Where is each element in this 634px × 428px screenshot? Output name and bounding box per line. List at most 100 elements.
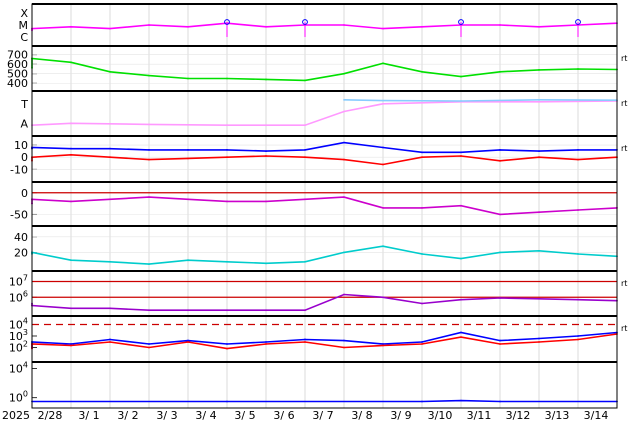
imf-point-0-10 [382, 146, 384, 149]
proton-point-0-11 [421, 341, 423, 343]
flare-event-marker-1 [302, 19, 308, 25]
dst-tick-1: 0 [21, 187, 28, 200]
x-tick-label-11: 3/11 [467, 409, 492, 422]
ae-point-0-6 [226, 260, 228, 263]
speed-tick-3: 700 [7, 49, 28, 62]
electron-point-0-10 [382, 296, 384, 299]
proton-point-1-9 [343, 346, 345, 349]
electron-point-0-8 [304, 309, 306, 312]
lower-series-0 [32, 399, 617, 403]
imf-point-0-6 [226, 149, 228, 151]
speed-point-0-5 [187, 77, 189, 80]
sector-frame [31, 90, 618, 137]
imf-point-1-9 [343, 158, 345, 161]
imf-series-1 [31, 153, 618, 166]
dst-point-0-15 [577, 209, 579, 211]
sector-side-label: rt [621, 99, 627, 108]
speed-point-0-3 [109, 70, 111, 73]
speed-tick-2: 600 [7, 58, 28, 71]
proton-point-0-15 [577, 335, 579, 337]
x-tick-label-14: 3/14 [584, 409, 609, 422]
flare-point-0-14 [538, 25, 540, 28]
x-axis-year-label: 2025 [2, 409, 30, 422]
flare-point-0-5 [187, 25, 189, 28]
x-tick-label-0: 2/28 [38, 409, 63, 422]
x-tick-label-13: 3/13 [545, 409, 570, 422]
proton-point-1-11 [421, 343, 423, 345]
flare-point-0-11 [421, 25, 423, 28]
speed-point-0-14 [538, 69, 540, 71]
speed-point-0-11 [421, 70, 423, 73]
imf-point-0-2 [70, 147, 72, 150]
ae-point-0-4 [148, 263, 150, 265]
flare-point-0-2 [70, 25, 72, 28]
imf-point-0-13 [499, 149, 501, 151]
x-tick-label-8: 3/ 8 [351, 409, 372, 422]
imf-point-0-9 [343, 141, 345, 144]
ae-tick-1: 40 [14, 231, 28, 244]
imf-point-0-3 [109, 147, 111, 150]
x-tick-label-5: 3/ 5 [234, 409, 255, 422]
dst-series-0 [31, 196, 618, 216]
speed-frame [31, 45, 618, 92]
electron-point-0-12 [460, 298, 462, 301]
electron-point-0-13 [499, 297, 501, 299]
lower-tick-1: 104 [9, 360, 28, 375]
sector-point-0-4 [304, 124, 306, 127]
flare-point-0-9 [343, 24, 345, 26]
imf-point-1-15 [577, 158, 579, 161]
electron-tick-1: 107 [9, 274, 28, 289]
proton-tick-0: 102 [9, 339, 28, 354]
imf-point-0-14 [538, 150, 540, 153]
speed-point-0-2 [70, 61, 72, 64]
flare-point-0-7 [265, 25, 267, 28]
electron-point-0-11 [421, 302, 423, 305]
dst-point-0-10 [382, 206, 384, 209]
flare-event-marker-0 [224, 19, 230, 25]
imf-point-1-3 [109, 156, 111, 159]
ae-point-0-7 [265, 262, 267, 265]
dst-point-0-2 [70, 200, 72, 203]
dst-point-0-7 [265, 200, 267, 203]
imf-point-0-11 [421, 151, 423, 154]
dst-point-0-11 [421, 206, 423, 209]
imf-point-1-6 [226, 156, 228, 159]
dst-point-0-4 [148, 196, 150, 198]
ae-point-0-11 [421, 253, 423, 255]
sector-category-0: T [20, 98, 28, 111]
imf-point-1-7 [265, 155, 267, 157]
imf-point-1-12 [460, 155, 462, 157]
speed-tick-0: 400 [7, 77, 28, 90]
proton-side-label: rt [621, 324, 627, 333]
ae-point-0-3 [109, 260, 111, 263]
imf-point-1-10 [382, 163, 384, 166]
proton-point-1-10 [382, 344, 384, 347]
x-tick-label-6: 3/ 6 [273, 409, 294, 422]
proton-point-1-14 [538, 341, 540, 343]
ae-point-0-9 [343, 251, 345, 254]
dst-tick-0: -50 [10, 208, 28, 221]
ae-frame [31, 225, 618, 272]
sector-point-0-3 [226, 124, 228, 127]
electron-side-label: rt [621, 279, 627, 288]
imf-point-1-4 [148, 158, 150, 161]
x-tick-label-2: 3/ 2 [117, 409, 138, 422]
speed-side-label: rt [621, 54, 627, 63]
x-tick-label-4: 3/ 4 [195, 409, 216, 422]
sector-point-1-3 [538, 98, 540, 101]
speed-point-0-4 [148, 74, 150, 77]
proton-point-0-14 [538, 337, 540, 340]
ae-point-0-2 [70, 259, 72, 262]
flare-category-0: X [20, 7, 28, 20]
x-tick-label-7: 3/ 7 [312, 409, 333, 422]
proton-point-0-2 [70, 343, 72, 345]
flare-category-1: M [19, 19, 29, 32]
ae-point-0-13 [499, 251, 501, 254]
dst-point-0-12 [460, 204, 462, 207]
ae-point-0-12 [460, 257, 462, 260]
lower-tick-0: 100 [9, 390, 28, 405]
imf-point-0-15 [577, 149, 579, 151]
sector-point-0-1 [70, 122, 72, 125]
proton-point-0-4 [148, 343, 150, 345]
